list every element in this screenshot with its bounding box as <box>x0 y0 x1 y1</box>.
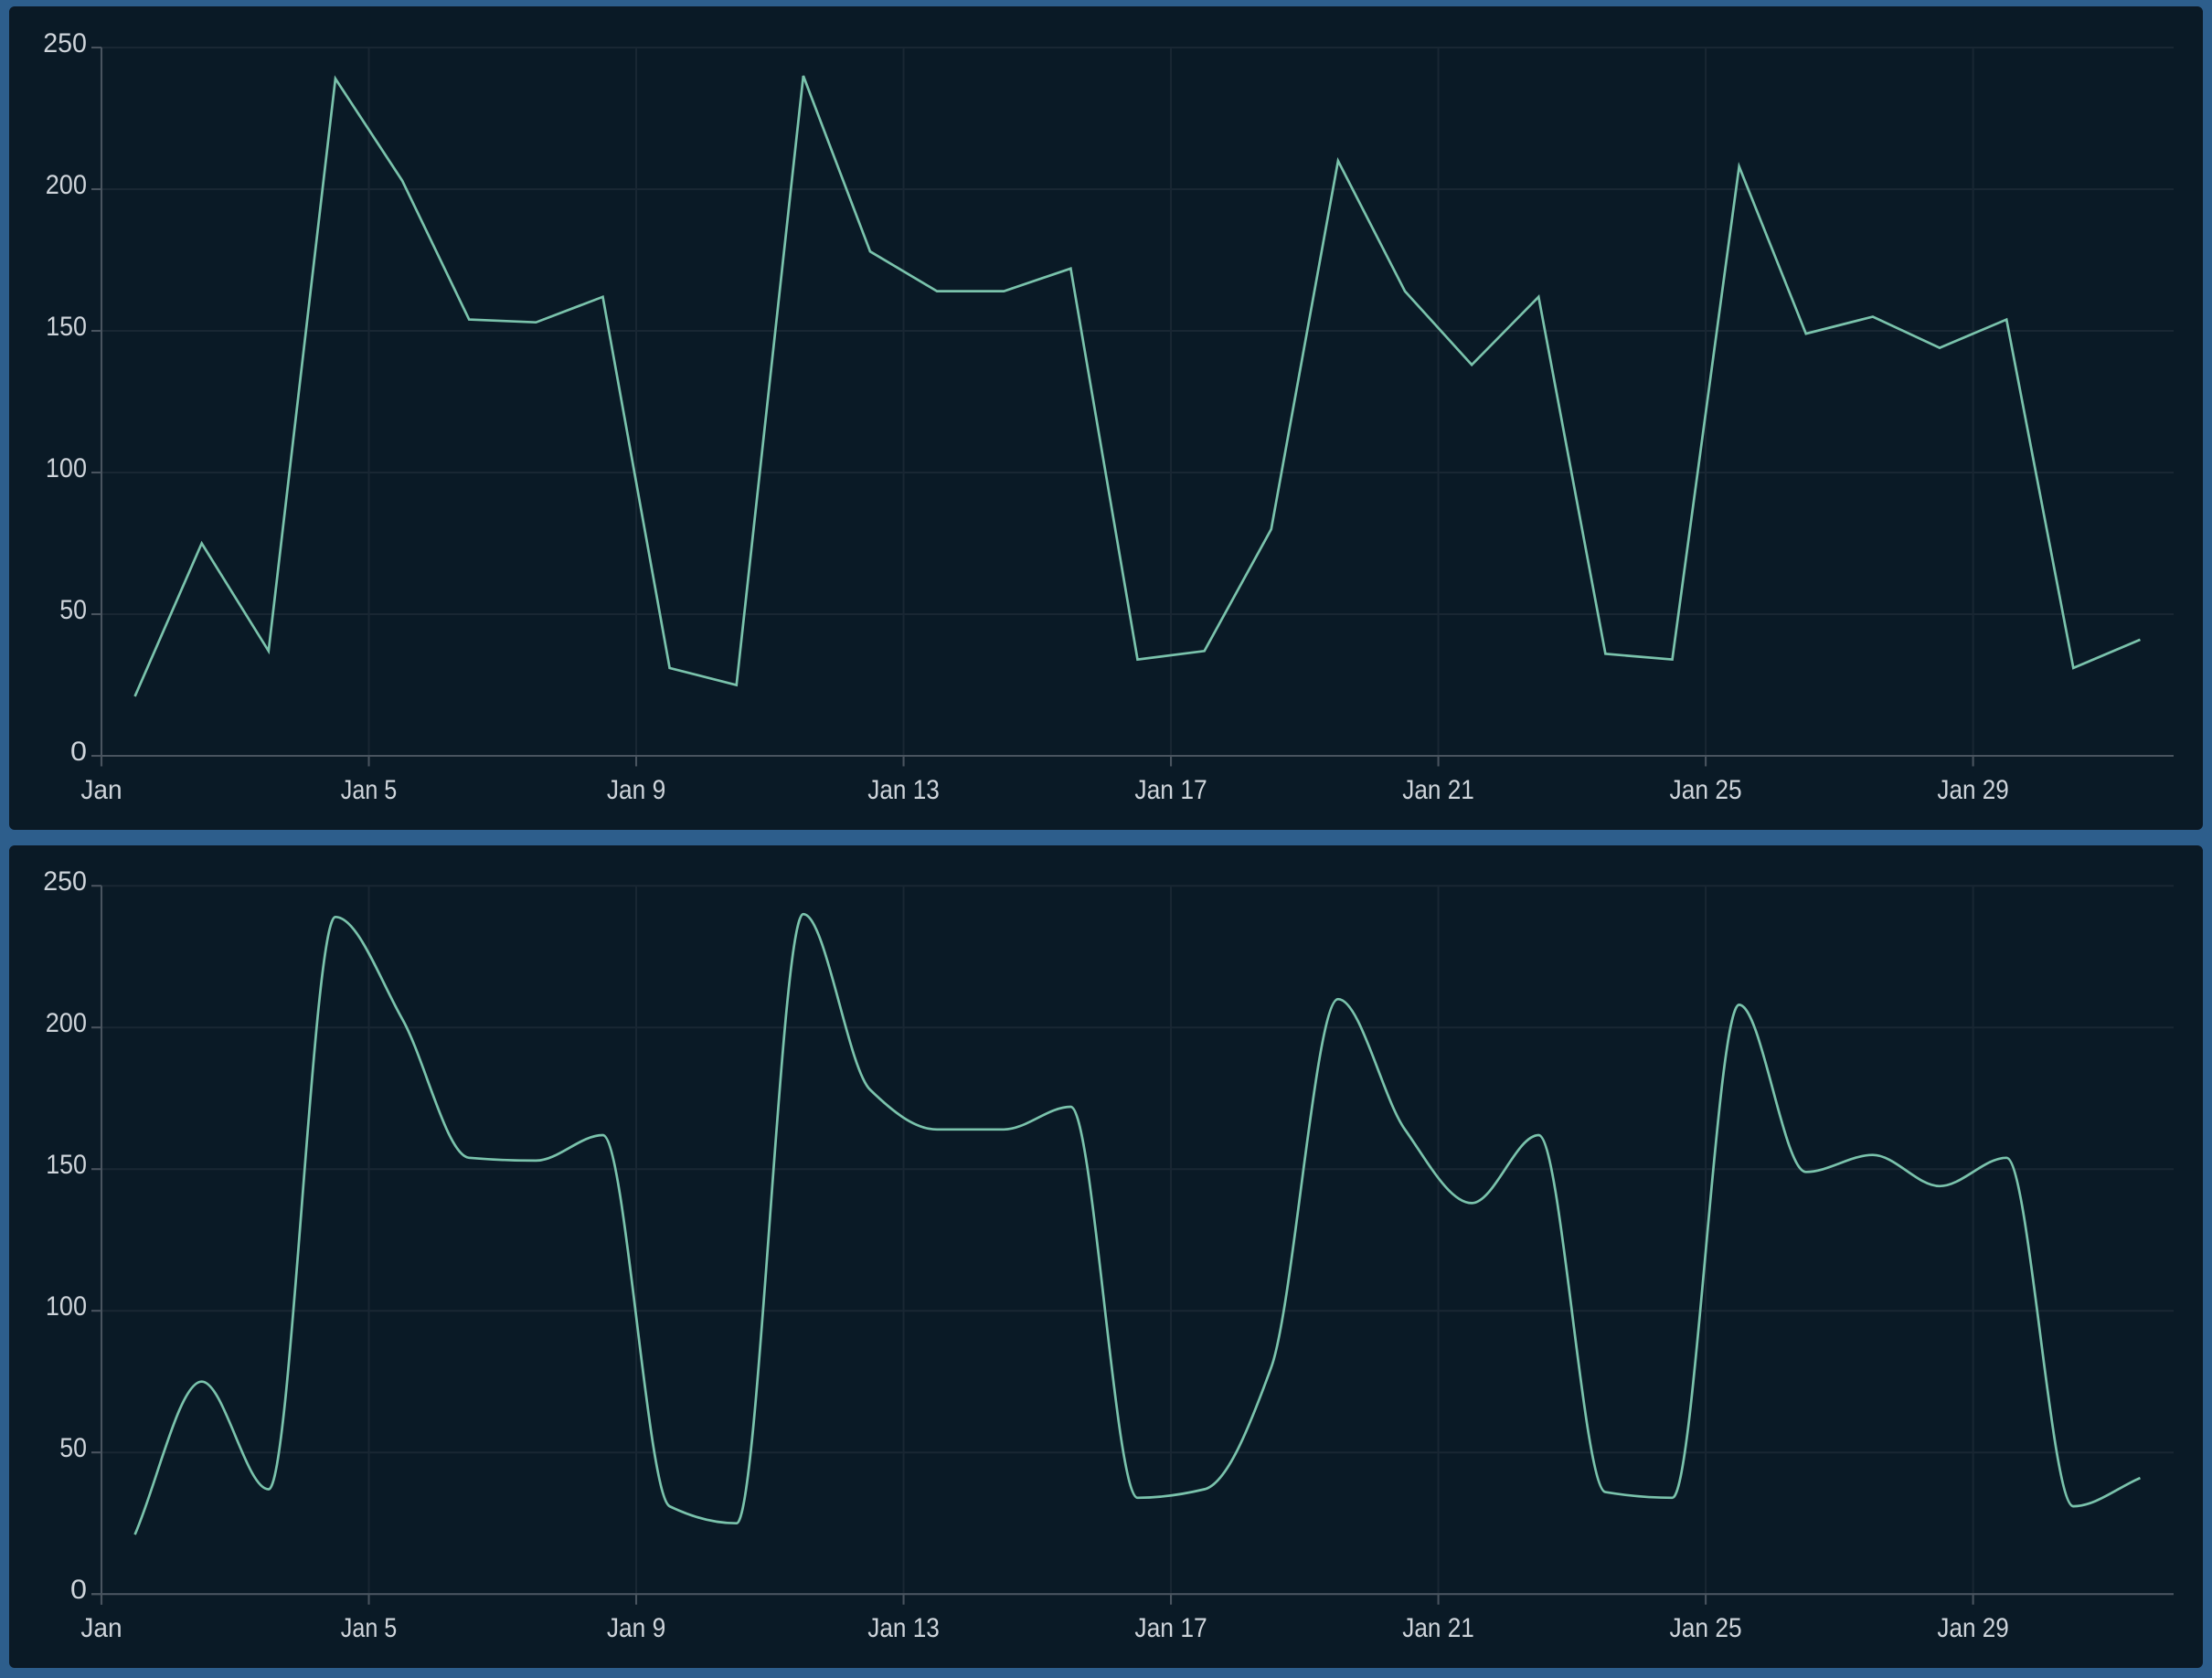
svg-text:50: 50 <box>59 595 87 625</box>
svg-text:Jan 29: Jan 29 <box>1937 1613 2008 1643</box>
svg-text:200: 200 <box>46 170 87 200</box>
svg-text:Jan: Jan <box>80 775 122 805</box>
svg-text:0: 0 <box>70 737 87 767</box>
svg-text:Jan 9: Jan 9 <box>607 1613 665 1643</box>
svg-text:Jan: Jan <box>80 1613 122 1643</box>
svg-text:Jan 17: Jan 17 <box>1134 775 1207 805</box>
svg-text:Jan 13: Jan 13 <box>867 775 940 805</box>
svg-text:Jan 29: Jan 29 <box>1937 775 2008 805</box>
svg-text:Jan 5: Jan 5 <box>341 775 398 805</box>
svg-text:Jan 17: Jan 17 <box>1134 1613 1207 1643</box>
svg-text:Jan 21: Jan 21 <box>1402 775 1474 805</box>
svg-text:250: 250 <box>43 866 87 897</box>
svg-text:Jan 25: Jan 25 <box>1670 775 1742 805</box>
svg-text:Jan 5: Jan 5 <box>341 1613 398 1643</box>
svg-text:Jan 13: Jan 13 <box>867 1613 940 1643</box>
svg-text:Jan 21: Jan 21 <box>1402 1613 1474 1643</box>
svg-text:0: 0 <box>70 1575 87 1605</box>
svg-text:250: 250 <box>43 28 87 58</box>
svg-text:50: 50 <box>59 1433 87 1463</box>
svg-text:Jan 25: Jan 25 <box>1670 1613 1742 1643</box>
svg-text:100: 100 <box>46 1291 87 1322</box>
svg-text:Jan 9: Jan 9 <box>607 775 665 805</box>
svg-text:150: 150 <box>46 1150 87 1180</box>
svg-text:200: 200 <box>46 1008 87 1038</box>
svg-text:150: 150 <box>46 312 87 342</box>
svg-text:100: 100 <box>46 453 87 483</box>
